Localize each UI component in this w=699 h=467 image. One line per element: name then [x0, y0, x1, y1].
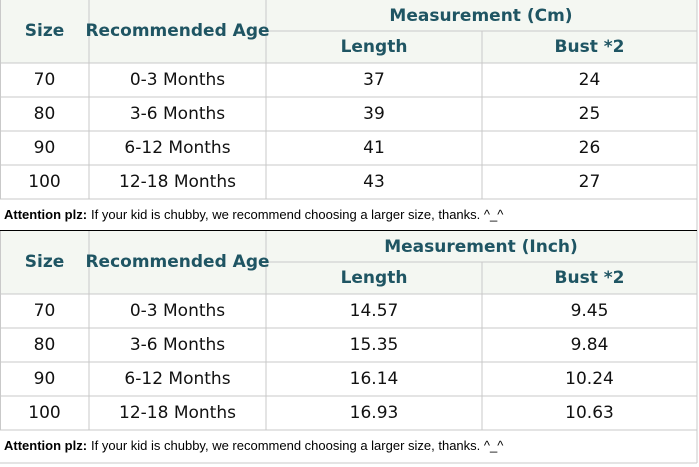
note-text: If your kid is chubby, we recommend choo…: [91, 438, 504, 453]
header-measurement: Measurement (Cm): [389, 6, 572, 26]
cell: 27: [579, 172, 601, 192]
cell: 24: [579, 70, 601, 90]
header-bust: Bust *2: [555, 37, 625, 57]
cell: 12-18 Months: [119, 172, 236, 192]
cell: 37: [363, 70, 385, 90]
header-length: Length: [341, 37, 408, 57]
cell: 10.63: [565, 403, 614, 423]
note: Attention plz: If your kid is chubby, we …: [4, 207, 504, 222]
cell: 16.14: [350, 369, 399, 389]
cell: 26: [579, 138, 601, 158]
cell: 10.24: [565, 369, 614, 389]
cell: 3-6 Months: [130, 104, 225, 124]
cell: 15.35: [350, 335, 399, 355]
cell: 25: [579, 104, 601, 124]
header-size: Size: [25, 252, 65, 272]
header-bust: Bust *2: [555, 268, 625, 288]
cell: 100: [28, 172, 60, 192]
note-label: Attention plz:: [4, 207, 87, 222]
cell: 14.57: [350, 301, 399, 321]
note: Attention plz: If your kid is chubby, we …: [4, 438, 504, 453]
cell: 9.45: [571, 301, 609, 321]
cell: 9.84: [571, 335, 609, 355]
cell: 80: [34, 335, 56, 355]
note-label: Attention plz:: [4, 438, 87, 453]
cell: 41: [363, 138, 385, 158]
cell: 0-3 Months: [130, 301, 225, 321]
note-text: If your kid is chubby, we recommend choo…: [91, 207, 504, 222]
cell: 70: [34, 70, 56, 90]
cell: 0-3 Months: [130, 70, 225, 90]
cell: 90: [34, 369, 56, 389]
cell: 3-6 Months: [130, 335, 225, 355]
cell: 39: [363, 104, 385, 124]
cell: 16.93: [350, 403, 399, 423]
cell: 80: [34, 104, 56, 124]
cell: 12-18 Months: [119, 403, 236, 423]
header-age: Recommended Age: [85, 21, 269, 41]
cell: 6-12 Months: [124, 369, 230, 389]
cell: 43: [363, 172, 385, 192]
cell: 90: [34, 138, 56, 158]
header-size: Size: [25, 21, 65, 41]
header-age: Recommended Age: [85, 252, 269, 272]
header-measurement: Measurement (Inch): [384, 237, 578, 257]
cell: 70: [34, 301, 56, 321]
cell: 6-12 Months: [124, 138, 230, 158]
cell: 100: [28, 403, 60, 423]
header-length: Length: [341, 268, 408, 288]
